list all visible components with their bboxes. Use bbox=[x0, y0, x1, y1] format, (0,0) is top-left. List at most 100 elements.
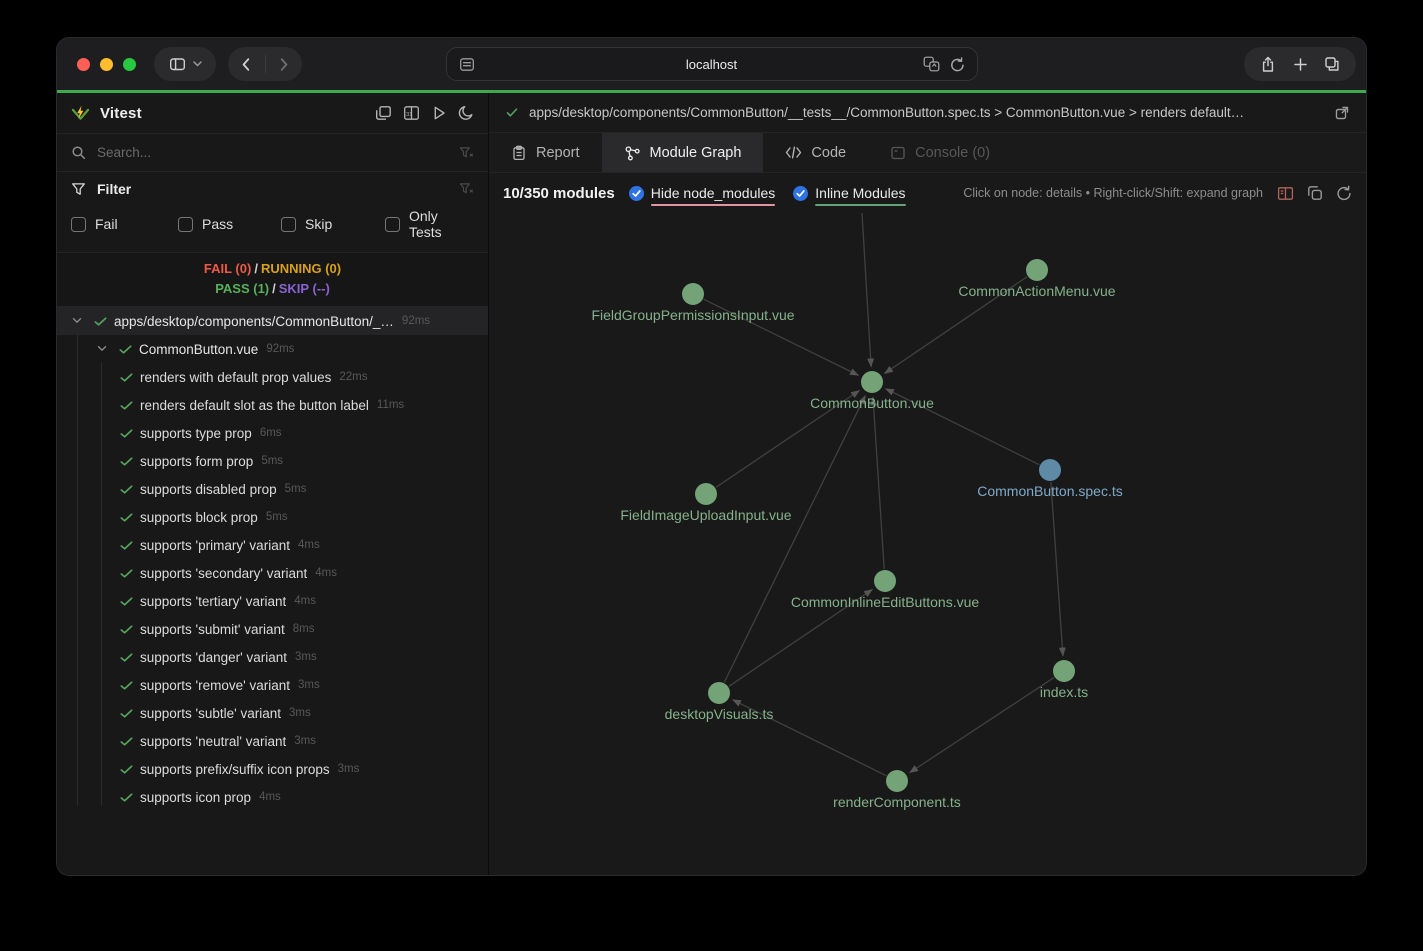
test-label: supports block prop bbox=[140, 509, 258, 525]
toggle-inline-modules[interactable]: Inline Modules bbox=[793, 185, 906, 206]
tree-test-row[interactable]: supports 'submit' variant 8ms bbox=[57, 615, 488, 643]
tree-test-row[interactable]: supports 'subtle' variant 3ms bbox=[57, 699, 488, 727]
check-icon bbox=[119, 678, 134, 693]
reset-graph-icon[interactable] bbox=[1336, 185, 1352, 201]
share-icon[interactable] bbox=[1260, 56, 1276, 73]
tree-test-row[interactable]: supports 'remove' variant 3ms bbox=[57, 671, 488, 699]
tree-test-row[interactable]: supports 'secondary' variant 4ms bbox=[57, 559, 488, 587]
graph-node-fieldimageuploadinput-vue[interactable] bbox=[695, 483, 717, 505]
toggle-hide-node-modules[interactable]: Hide node_modules bbox=[628, 185, 776, 206]
new-tab-icon[interactable] bbox=[1293, 57, 1308, 72]
graph-node-commonactionmenu-vue[interactable] bbox=[1026, 259, 1048, 281]
test-duration: 5ms bbox=[265, 511, 288, 523]
graph-node-rendercomponent-ts[interactable] bbox=[886, 770, 908, 792]
run-all-icon[interactable] bbox=[431, 105, 447, 121]
graph-node-label: CommonButton.spec.ts bbox=[977, 483, 1123, 499]
dark-mode-icon[interactable] bbox=[458, 105, 474, 121]
chevron-down-icon[interactable] bbox=[95, 341, 111, 357]
graph-edge bbox=[723, 395, 866, 683]
test-duration: 3ms bbox=[288, 707, 311, 719]
graph-edge bbox=[870, 396, 885, 570]
graph-controls: 10/350 modules Hide node_modules Inline M… bbox=[489, 173, 1366, 213]
tab-module-graph[interactable]: Module Graph bbox=[601, 133, 764, 172]
graph-edge bbox=[728, 588, 873, 687]
tree-test-row[interactable]: renders default slot as the button label… bbox=[57, 391, 488, 419]
filter-checkbox-only-tests[interactable]: Only Tests bbox=[385, 208, 474, 240]
tree-suite-row[interactable]: CommonButton.vue 92ms bbox=[57, 335, 488, 363]
tree-test-row[interactable]: supports form prop 5ms bbox=[57, 447, 488, 475]
tree-test-row[interactable]: supports icon prop 4ms bbox=[57, 783, 488, 811]
graph-node-label: index.ts bbox=[1040, 684, 1088, 700]
checked-checkbox-icon[interactable] bbox=[793, 185, 809, 201]
checkbox-label: Only Tests bbox=[409, 208, 442, 240]
tab-label: Module Graph bbox=[649, 144, 742, 161]
tab-overview-icon[interactable] bbox=[1324, 56, 1340, 72]
graph-node-commonbutton-vue[interactable] bbox=[861, 371, 883, 393]
clear-filter-icon[interactable] bbox=[459, 182, 474, 196]
tree-guide-line bbox=[101, 363, 102, 805]
reader-page-icon[interactable] bbox=[459, 57, 475, 72]
test-duration: 3ms bbox=[297, 679, 320, 691]
test-duration: 3ms bbox=[337, 763, 360, 775]
tree-test-row[interactable]: supports 'primary' variant 4ms bbox=[57, 531, 488, 559]
translate-privacy-icon[interactable] bbox=[923, 56, 940, 72]
dashboard-icon[interactable]: 31 bbox=[403, 105, 420, 121]
graph-node-commonbutton-spec-ts[interactable] bbox=[1039, 459, 1061, 481]
check-icon bbox=[118, 342, 133, 357]
test-label: supports form prop bbox=[140, 453, 254, 469]
graph-node-desktopvisuals-ts[interactable] bbox=[708, 682, 730, 704]
checkbox-icon[interactable] bbox=[71, 216, 86, 232]
open-external-icon[interactable] bbox=[1334, 105, 1350, 121]
reload-icon[interactable] bbox=[950, 56, 965, 72]
test-label: supports 'submit' variant bbox=[140, 621, 285, 637]
graph-node-index-ts[interactable] bbox=[1053, 660, 1075, 682]
close-window-button[interactable] bbox=[77, 57, 90, 71]
tree-test-row[interactable]: renders with default prop values 22ms bbox=[57, 363, 488, 391]
tree-test-row[interactable]: supports disabled prop 5ms bbox=[57, 475, 488, 503]
graph-node-fieldgrouppermissionsinput-vue[interactable] bbox=[682, 283, 704, 305]
filter-checkbox-skip[interactable]: Skip bbox=[281, 208, 385, 240]
tab-console-0[interactable]: Console (0) bbox=[868, 133, 1012, 172]
address-bar[interactable]: localhost bbox=[445, 47, 978, 81]
clear-filter-icon[interactable] bbox=[459, 146, 474, 160]
filter-checkbox-pass[interactable]: Pass bbox=[178, 208, 281, 240]
checkbox-label: Fail bbox=[95, 216, 118, 232]
collapse-panels-icon[interactable] bbox=[375, 105, 392, 121]
tab-code[interactable]: Code bbox=[763, 133, 868, 172]
checked-checkbox-icon[interactable] bbox=[628, 185, 644, 201]
rearrange-graph-icon[interactable] bbox=[1307, 185, 1323, 201]
search-input[interactable]: Search... bbox=[57, 134, 488, 172]
graph-node-commoninlineeditbuttons-vue[interactable] bbox=[874, 570, 896, 592]
graph-node-label: FieldGroupPermissionsInput.vue bbox=[591, 307, 794, 323]
tree-test-row[interactable]: supports block prop 5ms bbox=[57, 503, 488, 531]
test-label: apps/desktop/components/CommonButton/_… bbox=[114, 313, 394, 329]
run-summary: FAIL (0) / RUNNING (0) PASS (1) / SKIP (--) bbox=[57, 253, 488, 307]
filter-checkbox-fail[interactable]: Fail bbox=[71, 208, 178, 240]
node-details-icon[interactable] bbox=[1277, 186, 1294, 201]
tree-test-row[interactable]: supports prefix/suffix icon props 3ms bbox=[57, 755, 488, 783]
tab-report[interactable]: Report bbox=[489, 133, 602, 172]
sidebar-toggle-button[interactable] bbox=[154, 47, 216, 81]
graph-node-label: CommonActionMenu.vue bbox=[958, 283, 1115, 299]
module-graph-canvas[interactable]: FieldGroupPermissionsInput.vue CommonActi… bbox=[489, 213, 1366, 875]
check-icon bbox=[119, 510, 134, 525]
tree-file-row[interactable]: apps/desktop/components/CommonButton/_… 9… bbox=[57, 307, 488, 335]
checkbox-icon[interactable] bbox=[281, 216, 296, 232]
forward-button[interactable] bbox=[266, 47, 303, 81]
zoom-window-button[interactable] bbox=[123, 57, 136, 71]
tree-test-row[interactable]: supports 'neutral' variant 3ms bbox=[57, 727, 488, 755]
tree-test-row[interactable]: supports 'danger' variant 3ms bbox=[57, 643, 488, 671]
tree-test-row[interactable]: supports type prop 6ms bbox=[57, 419, 488, 447]
tree-test-row[interactable]: supports 'tertiary' variant 4ms bbox=[57, 587, 488, 615]
module-graph[interactable]: FieldGroupPermissionsInput.vue CommonActi… bbox=[489, 213, 1366, 875]
test-duration: 3ms bbox=[295, 651, 317, 663]
checkbox-icon[interactable] bbox=[178, 216, 193, 232]
checkbox-icon[interactable] bbox=[385, 216, 400, 232]
back-button[interactable] bbox=[228, 47, 265, 81]
browser-toolbar: localhost bbox=[57, 38, 1366, 90]
minimize-window-button[interactable] bbox=[100, 57, 113, 71]
module-graph-icon bbox=[624, 145, 641, 161]
chevron-down-icon[interactable] bbox=[70, 313, 86, 329]
test-label: supports type prop bbox=[140, 425, 252, 441]
toolbar-right-group bbox=[1244, 47, 1356, 81]
